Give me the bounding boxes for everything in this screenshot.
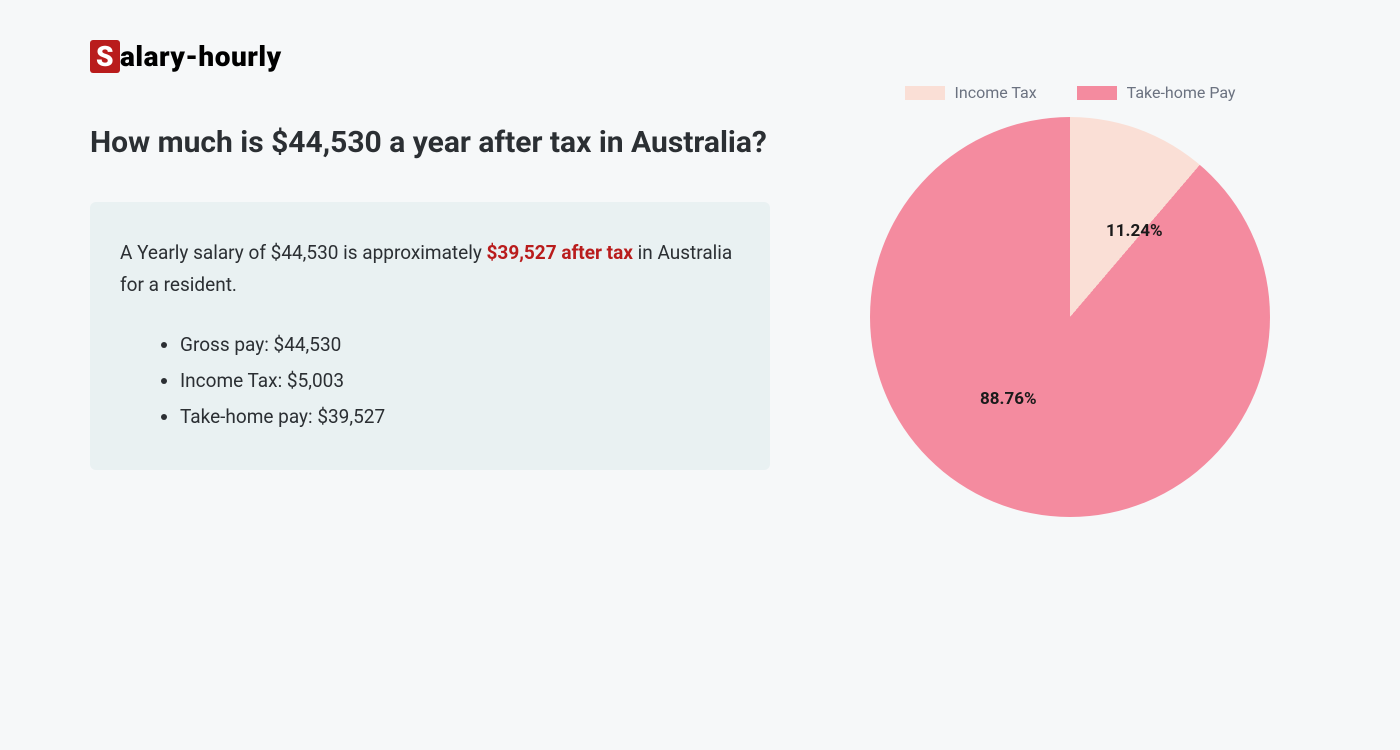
pie-chart (870, 117, 1270, 517)
pie-label-take-home: 88.76% (980, 389, 1037, 409)
details-list: Gross pay: $44,530 Income Tax: $5,003 Ta… (120, 327, 740, 435)
summary-text: A Yearly salary of $44,530 is approximat… (120, 237, 740, 302)
page-title: How much is $44,530 a year after tax in … (90, 123, 770, 162)
legend-label: Take-home Pay (1127, 83, 1236, 102)
left-column: How much is $44,530 a year after tax in … (90, 123, 770, 517)
detail-item: Income Tax: $5,003 (180, 363, 740, 399)
pie-label-income-tax: 11.24% (1106, 221, 1163, 241)
content-row: How much is $44,530 a year after tax in … (90, 123, 1310, 517)
logo-first-letter: S (90, 40, 120, 73)
summary-highlight: $39,527 after tax (487, 241, 633, 264)
logo-rest: alary-hourly (120, 40, 282, 73)
page-container: Salary-hourly How much is $44,530 a year… (0, 0, 1400, 557)
legend-item-income-tax: Income Tax (905, 83, 1037, 102)
detail-item: Take-home pay: $39,527 (180, 399, 740, 435)
site-logo: Salary-hourly (90, 40, 1310, 73)
legend-label: Income Tax (955, 83, 1037, 102)
right-column: Income Tax Take-home Pay 11.24% 88.76% (830, 123, 1310, 517)
summary-box: A Yearly salary of $44,530 is approximat… (90, 202, 770, 470)
pie-chart-container: 11.24% 88.76% (870, 117, 1270, 517)
legend-swatch (1077, 86, 1117, 100)
chart-legend: Income Tax Take-home Pay (830, 83, 1310, 102)
legend-swatch (905, 86, 945, 100)
summary-prefix: A Yearly salary of $44,530 is approximat… (120, 241, 487, 264)
detail-item: Gross pay: $44,530 (180, 327, 740, 363)
legend-item-take-home: Take-home Pay (1077, 83, 1236, 102)
